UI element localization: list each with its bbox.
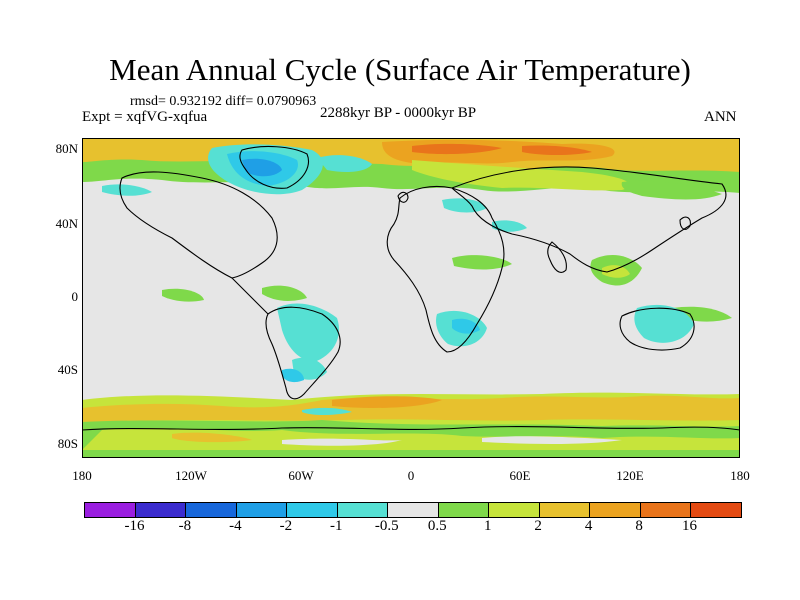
lon-label-120w: 120W <box>175 468 207 483</box>
colorbar-label: 0.5 <box>427 518 447 534</box>
colorbar-box-6 <box>388 503 439 517</box>
lat-label-80s: 80S <box>57 436 78 451</box>
colorbar-box-0 <box>85 503 136 517</box>
uk-coast <box>397 191 409 203</box>
lon-label-60w: 60W <box>288 468 314 483</box>
asia-coast <box>451 166 727 273</box>
colorbar-label: 8 <box>635 518 643 534</box>
central-america-coast <box>231 277 269 315</box>
colorbar-label: -1 <box>330 518 343 534</box>
lon-label-0: 0 <box>407 468 415 483</box>
greenland-coast <box>239 146 309 189</box>
europe-africa-coast <box>386 185 505 353</box>
colorbar-box-5 <box>337 503 389 517</box>
colorbar-box-12 <box>691 503 741 517</box>
colorbar <box>84 502 742 518</box>
colorbar-label: -2 <box>279 518 293 534</box>
plot-title: Mean Annual Cycle (Surface Air Temperatu… <box>109 52 691 87</box>
colorbar-box-11 <box>640 503 692 517</box>
colorbar-label: 4 <box>584 518 593 534</box>
colorbar-label: 1 <box>483 518 492 534</box>
season-label: ANN <box>704 109 737 125</box>
lat-label-40s: 40S <box>57 362 78 377</box>
north-atlantic-cooling <box>102 144 372 196</box>
colorbar-label: -8 <box>178 518 192 534</box>
continental-cooling <box>277 303 694 383</box>
lat-label-0: 0 <box>71 289 79 304</box>
southern-warm-bands <box>82 392 740 458</box>
japan-coast <box>679 216 691 230</box>
colorbar-box-4 <box>287 503 338 517</box>
tropical-anomalies <box>162 180 732 322</box>
north-america-coast <box>119 171 278 279</box>
lat-label-40n: 40N <box>55 216 78 231</box>
india-coast <box>547 241 567 273</box>
australia-coast <box>619 307 695 351</box>
lon-label-180e: 180 <box>730 468 750 483</box>
antarctica-coast <box>82 426 740 431</box>
colorbar-box-3 <box>236 503 288 517</box>
lat-label-80n: 80N <box>55 141 78 156</box>
colorbar-label: -0.5 <box>374 518 399 534</box>
colorbar-label: 2 <box>534 518 542 534</box>
lon-label-60e: 60E <box>509 468 531 483</box>
colorbar-box-9 <box>539 503 591 517</box>
map-frame <box>82 138 740 458</box>
colorbar-box-2 <box>186 503 237 517</box>
period-label: 2288kyr BP - 0000kyr BP <box>320 105 477 121</box>
colorbar-label: -4 <box>229 518 242 534</box>
lon-label-120e: 120E <box>616 468 644 483</box>
colorbar-box-7 <box>438 503 490 517</box>
colorbar-label: -16 <box>124 518 145 534</box>
colorbar-box-1 <box>135 503 187 517</box>
colorbar-label: 16 <box>682 518 698 534</box>
colorbar-box-10 <box>590 503 641 517</box>
experiment-label: Expt = xqfVG-xqfua <box>82 109 208 125</box>
colorbar-box-8 <box>489 503 540 517</box>
coastlines <box>82 146 740 431</box>
south-america-coast <box>265 306 341 400</box>
temperature-anomaly-map <box>82 138 740 458</box>
stats-label: rmsd= 0.932192 diff= 0.0790963 <box>130 94 317 109</box>
lon-label-180w: 180 <box>72 468 92 483</box>
